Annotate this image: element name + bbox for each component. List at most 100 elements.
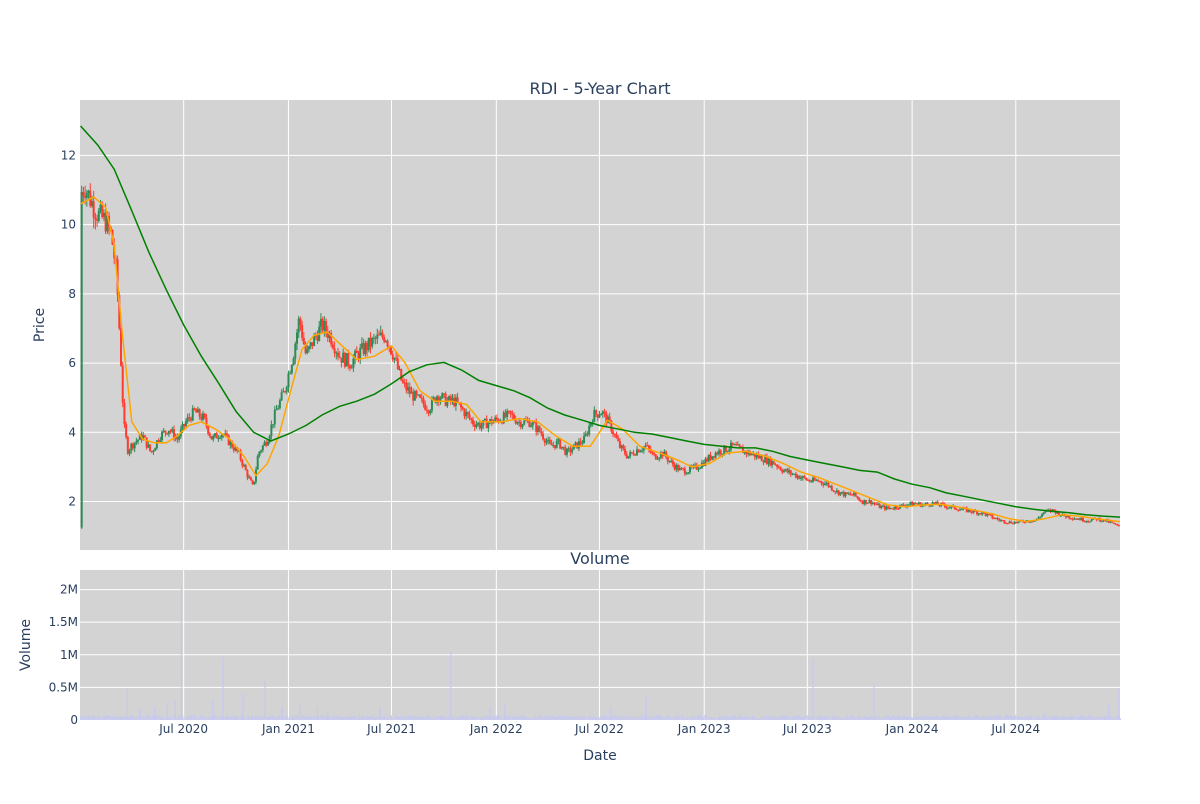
volume-bar (263, 715, 265, 720)
volume-bar (1010, 715, 1012, 720)
volume-bar (650, 717, 652, 720)
volume-bar (699, 717, 701, 720)
candle-down (210, 436, 213, 440)
candle-up (489, 419, 492, 423)
volume-bar (698, 715, 700, 720)
volume-bar (947, 716, 949, 720)
volume-bar (525, 717, 527, 720)
candle-down (304, 344, 307, 354)
candle-down (203, 413, 206, 418)
candle-up (847, 493, 850, 495)
volume-bar (207, 718, 209, 720)
candle-up (882, 505, 885, 507)
volume-bar (599, 717, 601, 720)
candle-up (782, 470, 785, 473)
candle-up (379, 332, 382, 335)
candle-down (94, 217, 97, 220)
volume-bar (176, 718, 178, 720)
volume-bar (467, 714, 469, 720)
volume-bar (470, 715, 472, 720)
volume-bar (904, 715, 906, 720)
volume-bar (1052, 717, 1054, 720)
volume-bar (977, 715, 979, 720)
volume-bar (376, 716, 378, 720)
volume-bar (1041, 717, 1043, 720)
volume-bar (155, 715, 157, 720)
volume-bar (295, 715, 297, 720)
volume-bar (732, 714, 734, 720)
volume-y-tick-label: 0 (70, 713, 78, 727)
volume-bar (869, 717, 871, 720)
candle-down (104, 212, 107, 232)
volume-bar (801, 717, 803, 720)
volume-bar (190, 714, 192, 720)
candle-down (945, 506, 948, 508)
volume-bar (436, 715, 438, 720)
volume-bar (780, 715, 782, 720)
candle-down (883, 505, 886, 510)
volume-bar (443, 715, 445, 720)
volume-bar (831, 717, 833, 720)
volume-bar (795, 715, 797, 720)
volume-bar (1033, 717, 1035, 720)
volume-bar (501, 717, 503, 720)
volume-bar (748, 716, 750, 720)
candle-up (371, 338, 374, 347)
candle-up (958, 509, 961, 511)
volume-bar (624, 717, 626, 720)
candle-down (1003, 520, 1006, 523)
candle-up (880, 506, 883, 509)
candle-down (933, 502, 936, 504)
volume-bar (122, 717, 124, 720)
volume-bar (696, 717, 698, 720)
volume-bar (933, 716, 935, 720)
candle-up (764, 456, 767, 463)
volume-bar (965, 716, 967, 720)
candle-up (297, 318, 300, 333)
volume-bar (637, 715, 639, 720)
volume-bar (566, 716, 568, 720)
volume-bar (383, 717, 385, 720)
candle-down (470, 418, 473, 420)
volume-bar (1034, 718, 1036, 720)
volume-bar (1086, 717, 1088, 720)
volume-bar (1116, 715, 1118, 720)
volume-bar (588, 716, 590, 720)
candle-down (468, 414, 471, 419)
volume-bar (114, 714, 116, 720)
volume-bar (1102, 716, 1104, 720)
volume-bar (141, 718, 143, 720)
volume-bar (150, 718, 152, 720)
candle-down (311, 342, 314, 347)
candle-down (301, 325, 304, 338)
candle-up (986, 514, 989, 516)
volume-bar (389, 717, 391, 720)
volume-bar (626, 718, 628, 720)
volume-bar (280, 718, 282, 720)
candle-up (835, 490, 838, 493)
volume-bar (354, 716, 356, 720)
candle-down (849, 493, 852, 495)
candle-up (694, 464, 697, 466)
candle-down (774, 464, 777, 466)
volume-bar (668, 717, 670, 720)
volume-bar (147, 717, 149, 720)
candle-down (512, 414, 515, 420)
volume-bar (775, 717, 777, 720)
volume-bar-spike (264, 680, 266, 720)
candle-down (485, 418, 488, 429)
volume-bar (496, 717, 498, 720)
volume-bar (678, 715, 680, 720)
candle-down (348, 365, 351, 369)
volume-bar (730, 717, 732, 720)
candle-up (733, 444, 736, 446)
candle-up (451, 398, 454, 402)
candle-down (984, 513, 987, 516)
volume-bar (540, 715, 542, 720)
volume-bar-spike (174, 700, 176, 720)
volume-bar (390, 715, 392, 720)
volume-bar (511, 715, 513, 720)
volume-bar (640, 718, 642, 720)
candle-down (386, 340, 389, 347)
